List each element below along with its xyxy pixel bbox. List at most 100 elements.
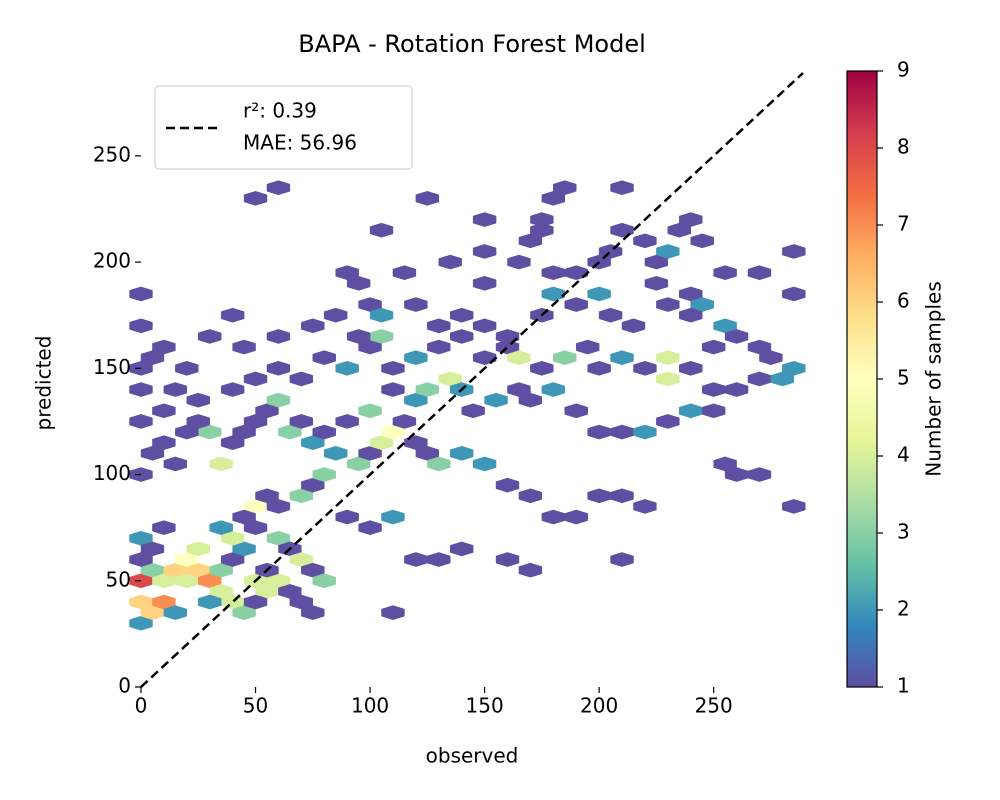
colorbar-tick-label: 1: [897, 674, 910, 698]
hexbin: [564, 403, 588, 419]
hexbin: [404, 552, 428, 567]
colorbar-tick-label: 7: [897, 212, 910, 236]
hexbin: [564, 265, 588, 281]
hexbin: [610, 222, 634, 238]
hexbin: [518, 392, 543, 408]
hexbin: [186, 541, 210, 557]
hexbin: [243, 191, 268, 206]
hexbin: [129, 552, 153, 567]
hexbin: [701, 382, 726, 397]
hexbin: [587, 424, 611, 440]
hexbin: [472, 350, 497, 366]
y-tick-label: 250: [93, 142, 131, 166]
hexbin: [449, 445, 474, 461]
hexbin: [358, 403, 382, 419]
hexbin: [312, 424, 336, 440]
hexbin: [690, 233, 714, 249]
hexbin: [747, 467, 772, 482]
hexbin: [564, 509, 588, 525]
hexbin: [587, 360, 611, 376]
hexbin: [266, 180, 291, 196]
hexbin: [724, 382, 749, 397]
hexbin: [530, 360, 554, 376]
hexbin: [129, 318, 153, 334]
y-axis-label: predicted: [32, 336, 56, 431]
hexbin: [243, 371, 268, 387]
hexbin: [427, 552, 451, 567]
hexbin: [679, 360, 703, 376]
colorbar: [846, 70, 878, 688]
hexbin: [449, 329, 474, 344]
hexbin: [701, 339, 726, 355]
hexbin: [152, 520, 176, 536]
hexbin: [266, 360, 291, 376]
hexbin: [381, 605, 405, 620]
hexbin: [472, 275, 497, 291]
hexbin: [518, 488, 543, 504]
hexbin: [472, 318, 497, 334]
hexbin: [782, 244, 806, 259]
hexbin: [701, 403, 726, 419]
hexbin: [759, 350, 783, 366]
hexbin: [266, 392, 291, 408]
hexbin: [782, 360, 806, 376]
hexbin: [610, 424, 634, 440]
hexbin: [335, 414, 359, 429]
hexbin: [530, 212, 554, 227]
hexbin: [220, 307, 245, 323]
hexbin: [633, 424, 657, 440]
hexbin: [129, 286, 153, 302]
hexbin: [346, 329, 371, 344]
hexbin: [587, 286, 611, 302]
hexbin: [312, 573, 336, 589]
colorbar-label: Number of samples: [922, 281, 946, 476]
colorbar-tick-label: 3: [897, 520, 910, 544]
hexbin: [679, 307, 703, 323]
hexbin: [415, 191, 440, 206]
colorbar-tick-label: 5: [897, 366, 910, 390]
hexbin: [541, 286, 566, 302]
hexbin: [209, 456, 233, 472]
hexbin: [724, 329, 749, 344]
hexbin: [381, 382, 405, 397]
hexbin: [301, 605, 325, 620]
colorbar-tick-label: 9: [897, 58, 910, 82]
hexbin: [713, 265, 737, 281]
hexbin: [782, 286, 806, 302]
x-axis-label: observed: [426, 744, 519, 768]
hexbin: [369, 307, 394, 323]
hexbin: [461, 403, 485, 419]
hexbin: [152, 403, 176, 419]
hexbin: [198, 329, 222, 344]
hexbin: [633, 360, 657, 376]
hexbin: [209, 520, 233, 536]
hexbin: [518, 562, 543, 578]
hexbin: [530, 222, 554, 238]
x-tick-label: 250: [695, 694, 733, 718]
hexbin: [656, 414, 680, 429]
hexbin: [472, 244, 497, 259]
overlay: r²: 0.39 MAE: 56.96: [140, 72, 804, 688]
hexbin: [220, 382, 245, 397]
hexbin: [747, 371, 772, 387]
hexbin: [175, 360, 199, 376]
hexbin: [427, 339, 451, 355]
hexbin: [472, 456, 497, 472]
colorbar-tick-label: 4: [897, 443, 910, 467]
hexbin: [289, 371, 314, 387]
hexbin: [553, 350, 577, 366]
hexbin: [449, 541, 474, 557]
hexbin: [438, 254, 462, 270]
hexbin: [232, 509, 256, 525]
hexbin: [656, 244, 680, 259]
hexbin: [289, 414, 314, 429]
colorbar-tick-label: 2: [897, 597, 910, 621]
x-tick-label: 0: [135, 694, 148, 718]
hexbin: [656, 350, 680, 366]
hexbin: [747, 265, 772, 281]
hexbin: [266, 499, 291, 514]
x-tick-label: 200: [580, 694, 618, 718]
hexbin: [129, 414, 153, 429]
hexbin: [232, 339, 256, 355]
